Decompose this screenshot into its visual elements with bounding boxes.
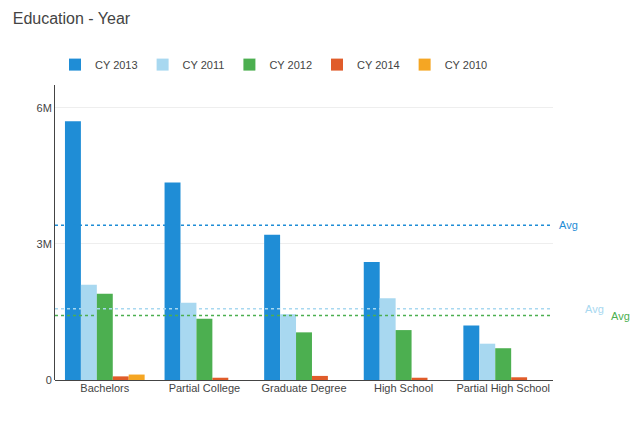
svg-text:CY 2011: CY 2011 <box>183 59 225 71</box>
svg-text:Avg: Avg <box>611 310 630 322</box>
svg-text:Avg: Avg <box>559 219 578 231</box>
svg-text:0: 0 <box>46 374 52 386</box>
svg-text:Partial High School: Partial High School <box>456 382 550 394</box>
svg-text:3M: 3M <box>37 238 52 250</box>
svg-text:Partial College: Partial College <box>169 382 241 394</box>
svg-text:6M: 6M <box>37 102 52 114</box>
svg-text:CY 2014: CY 2014 <box>357 59 400 71</box>
svg-text:Graduate Degree: Graduate Degree <box>262 382 347 394</box>
svg-text:High School: High School <box>374 382 433 394</box>
svg-text:Avg: Avg <box>585 303 604 315</box>
svg-text:Education - Year: Education - Year <box>13 10 131 27</box>
svg-text:Bachelors: Bachelors <box>80 382 129 394</box>
svg-text:CY 2013: CY 2013 <box>95 59 138 71</box>
svg-text:CY 2010: CY 2010 <box>445 59 488 71</box>
svg-text:CY 2012: CY 2012 <box>269 59 312 71</box>
